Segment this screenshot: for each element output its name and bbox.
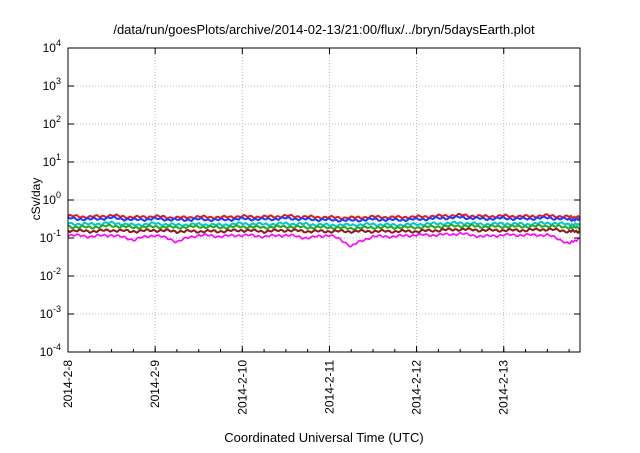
y-tick-label: 10-1 — [40, 228, 61, 245]
grid — [68, 48, 580, 352]
chart-title: /data/run/goesPlots/archive/2014-02-13/2… — [113, 22, 535, 37]
y-tick-label: 103 — [43, 76, 61, 93]
y-tick-exponent: -3 — [53, 304, 61, 314]
x-tick-label: 2014-2-10 — [235, 360, 249, 415]
y-tick-label: 10-4 — [40, 342, 61, 359]
y-tick-exponent: 4 — [56, 38, 61, 48]
series-line — [67, 223, 581, 231]
y-tick-label: 10-3 — [40, 304, 61, 321]
x-tick-label: 2014-2-9 — [148, 360, 162, 408]
series-line — [67, 212, 581, 221]
y-tick-base: 10 — [43, 117, 57, 131]
x-tick-label: 2014-2-13 — [497, 360, 511, 415]
y-tick-base: 10 — [43, 193, 57, 207]
series-line — [67, 227, 581, 234]
y-tick-label: 100 — [43, 190, 61, 207]
y-tick-label: 102 — [43, 114, 61, 131]
y-axis-label: cSv/day — [29, 178, 43, 221]
series-layer — [67, 212, 581, 248]
y-tick-label: 10-2 — [40, 266, 61, 283]
y-tick-base: 10 — [43, 41, 57, 55]
series-line — [67, 214, 581, 223]
y-tick-label: 101 — [43, 152, 61, 169]
series-line — [67, 231, 581, 248]
y-tick-label: 104 — [43, 38, 61, 55]
plot-frame — [67, 47, 581, 353]
x-tick-label: 2014-2-12 — [410, 360, 424, 415]
y-tick-exponent: -1 — [53, 228, 61, 238]
y-tick-base: 10 — [40, 269, 54, 283]
y-tick-exponent: -4 — [53, 342, 61, 352]
y-tick-base: 10 — [40, 307, 54, 321]
y-tick-exponent: 3 — [56, 76, 61, 86]
y-tick-base: 10 — [40, 231, 54, 245]
y-tick-base: 10 — [43, 155, 57, 169]
y-tick-base: 10 — [40, 345, 54, 359]
x-tick-label: 2014-2-11 — [322, 360, 336, 414]
y-tick-exponent: 1 — [56, 152, 61, 162]
x-tick-label: 2014-2-8 — [61, 360, 75, 408]
y-tick-exponent: -2 — [53, 266, 61, 276]
y-tick-base: 10 — [43, 79, 57, 93]
x-axis-label: Coordinated Universal Time (UTC) — [224, 430, 423, 445]
y-tick-exponent: 0 — [56, 190, 61, 200]
series-line — [67, 220, 581, 228]
y-tick-exponent: 2 — [56, 114, 61, 124]
